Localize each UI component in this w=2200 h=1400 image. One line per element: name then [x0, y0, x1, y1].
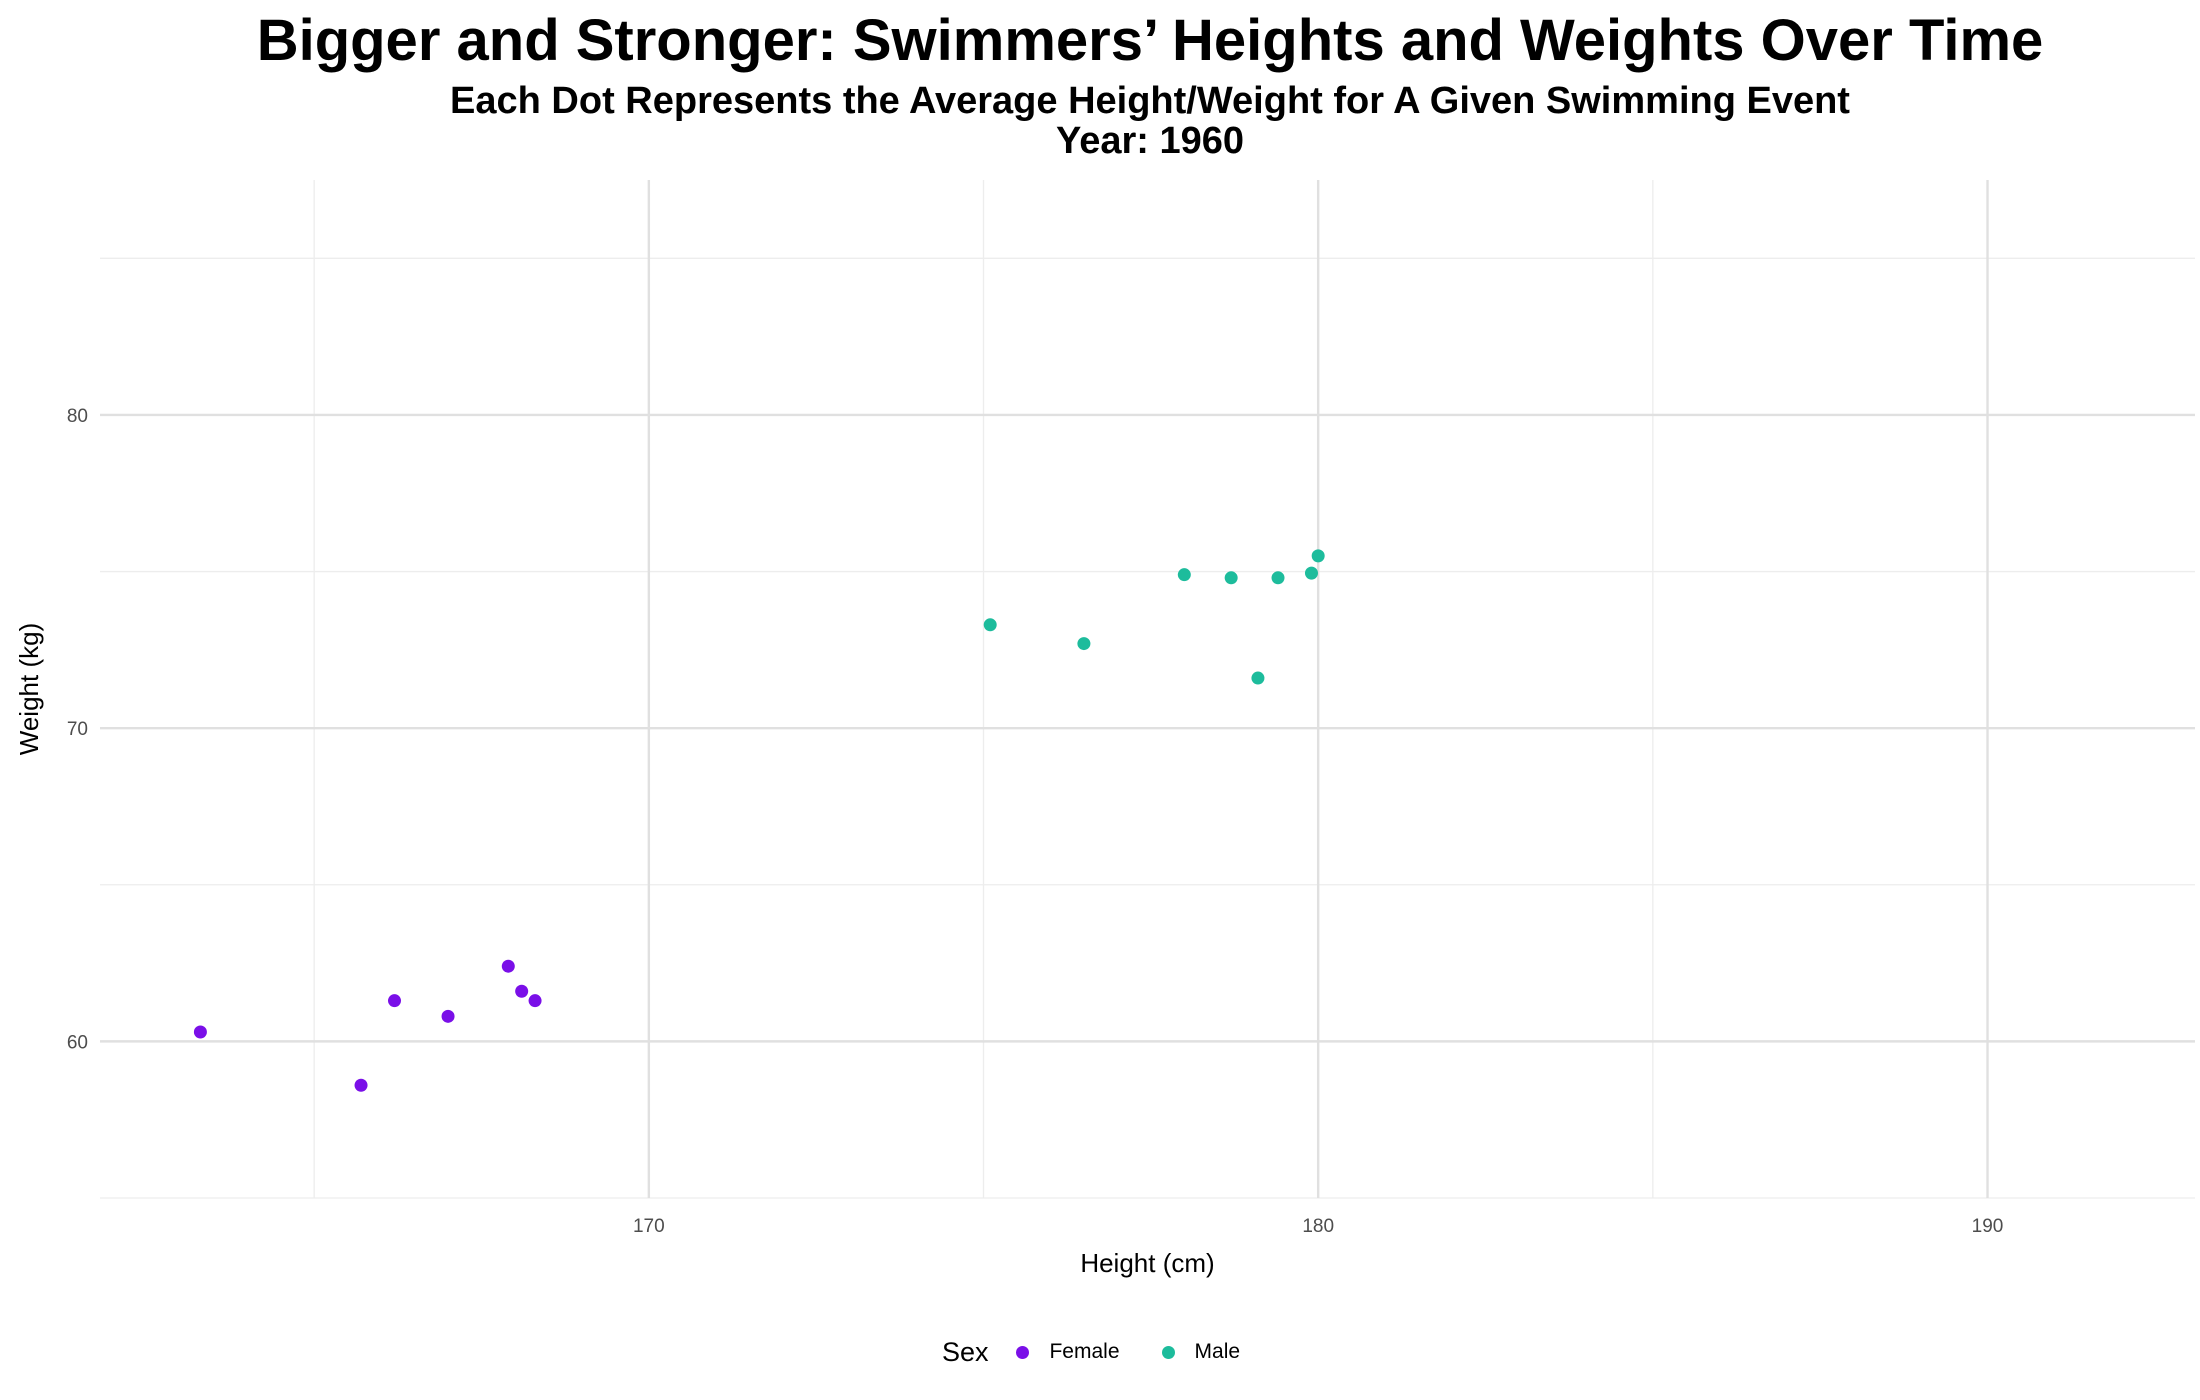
data-point-male [1251, 671, 1265, 685]
data-point-female [515, 984, 529, 998]
x-tick-label: 170 [633, 1216, 665, 1237]
chart-title: Bigger and Stronger: Swimmers’ Heights a… [256, 8, 2044, 73]
y-tick-label: 70 [67, 719, 88, 740]
legend: Sex Female Male [0, 1330, 2200, 1374]
data-point-male [1177, 568, 1191, 582]
y-tick-label: 60 [67, 1032, 88, 1053]
data-point-female [501, 959, 515, 973]
legend-label-female: Female [1049, 1340, 1120, 1363]
chart-year-label: Year: 1960 [1055, 120, 1245, 162]
data-points [193, 549, 1325, 1092]
grid-lines [100, 180, 2195, 1199]
legend-item-male: Male [1161, 1340, 1241, 1364]
data-point-female [354, 1078, 368, 1092]
data-point-male [983, 618, 997, 632]
data-point-female [388, 994, 402, 1008]
legend-item-female: Female [1016, 1340, 1120, 1364]
data-point-male [1224, 571, 1238, 585]
legend-title: Sex [941, 1336, 989, 1367]
data-point-male [1311, 549, 1325, 563]
data-point-female [441, 1009, 455, 1023]
data-point-male [1077, 637, 1091, 651]
data-point-male [1271, 571, 1285, 585]
y-axis-title: Weight (kg) [14, 623, 44, 755]
x-axis-title: Height (cm) [1080, 1248, 1214, 1278]
data-point-female [193, 1025, 207, 1039]
data-point-male [1304, 566, 1318, 580]
x-tick-label: 190 [1972, 1216, 2004, 1237]
chart-subtitle: Each Dot Represents the Average Height/W… [450, 80, 1850, 122]
legend-swatch-female [1016, 1345, 1030, 1359]
x-tick-label: 180 [1302, 1216, 1334, 1237]
axis-tick-labels: 170 180 190 60 70 80 [67, 406, 2004, 1237]
data-point-female [528, 994, 542, 1008]
y-tick-label: 80 [67, 406, 88, 427]
scatter-plot: 170 180 190 60 70 80 Height (cm) Weight (kg) [14, 180, 2195, 1278]
legend-label-male: Male [1194, 1340, 1241, 1363]
legend-swatch-male [1161, 1345, 1175, 1359]
